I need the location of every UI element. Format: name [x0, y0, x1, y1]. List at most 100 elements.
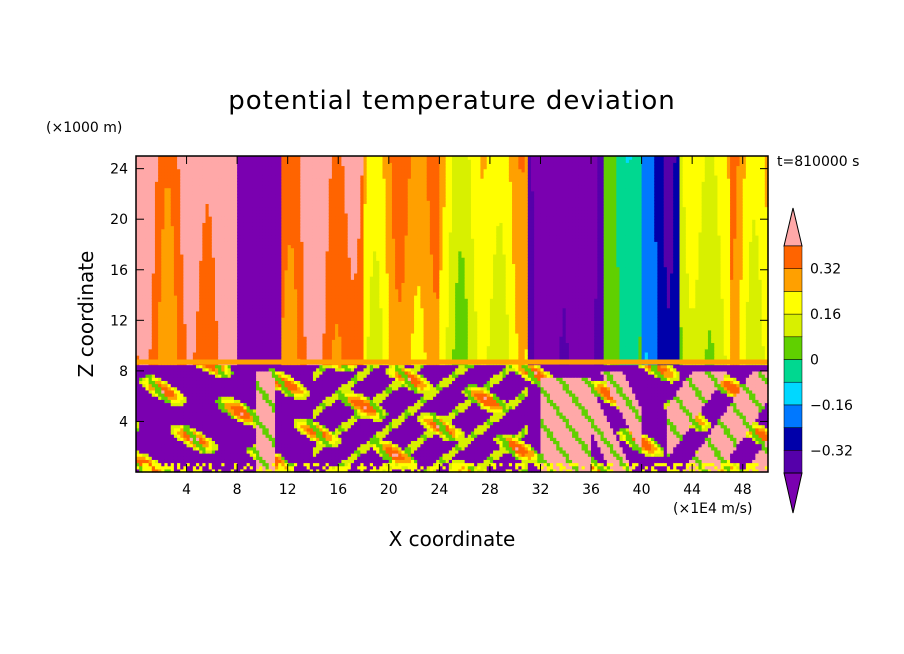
contour-cell	[180, 389, 184, 394]
contour-cell	[164, 323, 169, 328]
contour-cell	[148, 304, 153, 309]
contour-cell	[154, 351, 159, 356]
contour-cell	[173, 212, 178, 217]
contour-cell	[189, 298, 194, 302]
contour-cell	[158, 247, 162, 252]
contour-cell	[180, 193, 184, 198]
contour-cell	[170, 295, 175, 299]
contour-cell	[199, 162, 203, 167]
contour-cell	[170, 430, 175, 435]
contour-cell	[170, 200, 175, 204]
contour-cell	[177, 370, 181, 375]
contour-cell	[164, 427, 169, 432]
contour-cell	[167, 415, 172, 419]
contour-cell	[183, 446, 188, 451]
contour-cell	[136, 174, 140, 179]
contour-cell	[164, 235, 169, 239]
contour-cell	[142, 339, 147, 344]
contour-cell	[158, 203, 162, 208]
contour-cell	[164, 468, 169, 473]
contour-cell	[196, 443, 200, 448]
contour-cell	[177, 449, 181, 454]
contour-cell	[202, 197, 207, 201]
contour-cell	[186, 225, 191, 230]
contour-cell	[196, 389, 200, 394]
contour-cell	[170, 260, 175, 265]
contour-cell	[145, 181, 150, 186]
contour-cell	[139, 430, 143, 435]
contour-cell	[186, 459, 191, 464]
contour-cell	[158, 427, 162, 432]
contour-cell	[151, 462, 156, 467]
contour-cell	[142, 250, 147, 255]
contour-cell	[196, 364, 200, 369]
contour-cell	[183, 253, 188, 258]
contour-cell	[189, 178, 194, 182]
contour-cell	[173, 434, 178, 438]
contour-cell	[161, 415, 166, 419]
contour-cell	[196, 383, 200, 388]
contour-cell	[145, 235, 150, 239]
time-label: t=810000 s	[777, 154, 859, 170]
contour-cell	[136, 165, 140, 170]
contour-cell	[173, 465, 178, 470]
contour-cell	[173, 193, 178, 198]
contour-cell	[154, 453, 159, 457]
contour-cell	[145, 165, 150, 170]
contour-cell	[183, 314, 188, 318]
contour-cell	[164, 279, 169, 283]
contour-cell	[173, 427, 178, 432]
contour-cell	[158, 257, 162, 261]
contour-cell	[158, 298, 162, 302]
contour-cell	[154, 310, 159, 315]
contour-cell	[189, 465, 194, 470]
contour-cell	[151, 209, 156, 214]
contour-cell	[202, 348, 207, 353]
contour-cell	[161, 449, 166, 454]
contour-cell	[192, 200, 197, 204]
contour-cell	[180, 342, 184, 347]
contour-cell	[154, 459, 159, 464]
contour-cell	[196, 162, 200, 167]
contour-cell	[164, 332, 169, 337]
contour-cell	[148, 465, 153, 470]
contour-cell	[170, 411, 175, 416]
contour-cell	[183, 257, 188, 261]
contour-cell	[148, 396, 153, 400]
contour-cell	[136, 206, 140, 211]
contour-cell	[167, 424, 172, 429]
contour-cell	[151, 260, 156, 265]
contour-cell	[186, 449, 191, 454]
contour-cell	[161, 424, 166, 429]
contour-cell	[158, 310, 162, 315]
contour-cell	[142, 219, 147, 223]
contour-cell	[202, 250, 207, 255]
contour-cell	[167, 383, 172, 388]
contour-cell	[158, 399, 162, 404]
contour-cell	[164, 197, 169, 201]
contour-cell	[202, 225, 207, 230]
contour-cell	[170, 181, 175, 186]
contour-cell	[180, 247, 184, 252]
contour-cell	[170, 314, 175, 318]
contour-cell	[167, 244, 172, 249]
contour-cell	[196, 408, 200, 413]
contour-cell	[186, 250, 191, 255]
contour-cell	[151, 424, 156, 429]
contour-cell	[170, 247, 175, 252]
contour-cell	[173, 263, 178, 268]
contour-cell	[167, 304, 172, 309]
contour-cell	[158, 430, 162, 435]
contour-cell	[189, 468, 194, 473]
contour-cell	[145, 260, 150, 265]
contour-cell	[180, 320, 184, 325]
contour-cell	[170, 178, 175, 182]
contour-cell	[202, 219, 207, 223]
contour-cell	[151, 307, 156, 312]
contour-cell	[139, 374, 143, 378]
contour-cell	[145, 462, 150, 467]
contour-cell	[142, 244, 147, 249]
contour-cell	[139, 165, 143, 170]
contour-cell	[136, 231, 140, 236]
contour-cell	[154, 411, 159, 416]
